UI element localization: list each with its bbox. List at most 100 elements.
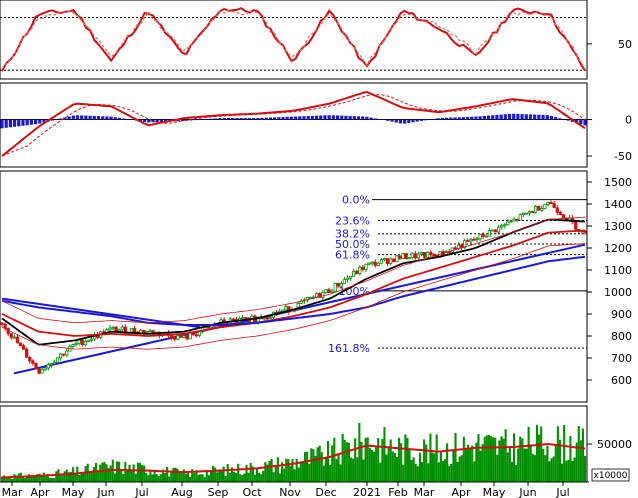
macd-frame bbox=[0, 82, 588, 168]
volume-bar bbox=[312, 449, 315, 482]
macd-histogram-bar bbox=[524, 114, 528, 120]
volume-bar bbox=[237, 463, 240, 482]
macd-signal-line bbox=[1, 93, 586, 157]
price-candle-body bbox=[333, 282, 337, 292]
volume-bar bbox=[406, 437, 409, 482]
price-candle-body bbox=[3, 323, 7, 329]
macd-histogram-bar bbox=[323, 115, 327, 120]
price-candle-body bbox=[379, 259, 384, 264]
macd-histogram-bar bbox=[314, 115, 319, 120]
price-candle-body bbox=[410, 253, 414, 258]
macd-histogram-bar bbox=[415, 119, 419, 122]
volume-bar bbox=[527, 426, 530, 482]
volume-bar bbox=[389, 439, 392, 482]
volume-bar bbox=[17, 473, 20, 482]
volume-bar bbox=[40, 475, 43, 482]
x-tick-label-1: Mar bbox=[2, 486, 23, 498]
volume-bar bbox=[450, 463, 453, 482]
volume-bar bbox=[464, 447, 467, 482]
volume-bar bbox=[30, 477, 33, 482]
volume-bar bbox=[552, 456, 555, 482]
macd-line bbox=[1, 90, 586, 157]
volume-bar bbox=[209, 470, 213, 482]
volume-bar bbox=[492, 437, 495, 482]
price-candle-body bbox=[281, 309, 285, 312]
volume-bar bbox=[498, 440, 501, 482]
volume-bar bbox=[34, 476, 37, 482]
volume-bar bbox=[297, 467, 300, 482]
price-candle-body bbox=[77, 339, 81, 344]
volume-bar bbox=[281, 462, 284, 482]
x-tick-label-2: Apr bbox=[30, 486, 50, 498]
stochastic-tick-label-1: 50 bbox=[618, 38, 632, 51]
price-candle-body bbox=[18, 342, 23, 347]
price-candle-body bbox=[324, 289, 328, 293]
price-candle-body bbox=[49, 363, 53, 366]
volume-bar bbox=[55, 471, 58, 482]
volume-bar bbox=[272, 472, 275, 482]
price-candle-body bbox=[540, 208, 544, 211]
price-candle-body bbox=[506, 221, 510, 226]
stochastic-lines bbox=[1, 7, 586, 72]
volume-bar bbox=[1, 476, 4, 482]
volume-bar bbox=[558, 439, 562, 482]
price-candle-body bbox=[37, 368, 41, 374]
volume-bar bbox=[517, 448, 520, 482]
macd-histogram-bar bbox=[562, 119, 566, 120]
volume-bar bbox=[410, 460, 413, 482]
x-tick-label-17: Jul bbox=[555, 486, 569, 498]
macd-histogram-bar bbox=[113, 117, 117, 120]
volume-bar bbox=[132, 464, 135, 482]
price-average-line-1 bbox=[1, 218, 586, 346]
volume-bar bbox=[366, 437, 369, 482]
volume-bar bbox=[489, 436, 493, 482]
price-candle-body bbox=[395, 255, 399, 263]
volume-bar bbox=[7, 476, 10, 482]
macd-histogram-bar bbox=[575, 119, 579, 124]
volume-bar bbox=[425, 444, 428, 482]
price-candle-body bbox=[509, 220, 513, 223]
volume-bar bbox=[360, 441, 363, 482]
volume-bar bbox=[504, 429, 507, 482]
volume-bar bbox=[23, 478, 27, 482]
price-candle-body bbox=[345, 277, 350, 281]
price-candle-body bbox=[46, 364, 50, 369]
volume-bar bbox=[13, 474, 16, 482]
volume-bar bbox=[147, 475, 150, 482]
volume-bar bbox=[245, 465, 248, 482]
volume-unit-box bbox=[591, 468, 630, 482]
volume-bar bbox=[109, 465, 112, 482]
price-candle-body bbox=[558, 212, 562, 216]
macd-histogram-bar bbox=[545, 115, 549, 120]
volume-bars bbox=[1, 423, 587, 482]
x-tick-label-8: Oct bbox=[242, 486, 262, 498]
price-tick-label-3: 1300 bbox=[604, 220, 632, 233]
volume-bar bbox=[105, 464, 108, 482]
price-candle-body bbox=[481, 233, 485, 237]
volume-bar bbox=[364, 437, 367, 482]
price-candle-body bbox=[376, 262, 380, 266]
macd-histogram-bar bbox=[273, 117, 277, 120]
price-candle-body bbox=[31, 360, 35, 364]
price-candle-body bbox=[330, 290, 334, 293]
price-candle-body bbox=[9, 333, 13, 338]
price-frame bbox=[0, 170, 588, 403]
x-tick-label-16: Jun bbox=[518, 486, 536, 498]
volume-bar bbox=[362, 459, 365, 482]
volume-bar bbox=[184, 473, 187, 482]
price-candle-body bbox=[315, 293, 319, 298]
macd-histogram-bar bbox=[180, 119, 184, 122]
volume-bar bbox=[441, 460, 445, 482]
volume-bar bbox=[393, 452, 396, 482]
macd-lines bbox=[1, 90, 586, 157]
macd-histogram-bar bbox=[478, 116, 482, 120]
volume-bar bbox=[512, 433, 516, 482]
macd-histogram-bar bbox=[231, 118, 235, 120]
macd-histogram-bar bbox=[88, 115, 92, 120]
volume-bar bbox=[67, 472, 70, 482]
price-candle-body bbox=[231, 318, 235, 321]
volume-bar bbox=[329, 464, 332, 482]
volume-bar bbox=[418, 452, 422, 482]
x-tick-label-10: Dec bbox=[315, 486, 336, 498]
volume-bar bbox=[15, 475, 18, 482]
